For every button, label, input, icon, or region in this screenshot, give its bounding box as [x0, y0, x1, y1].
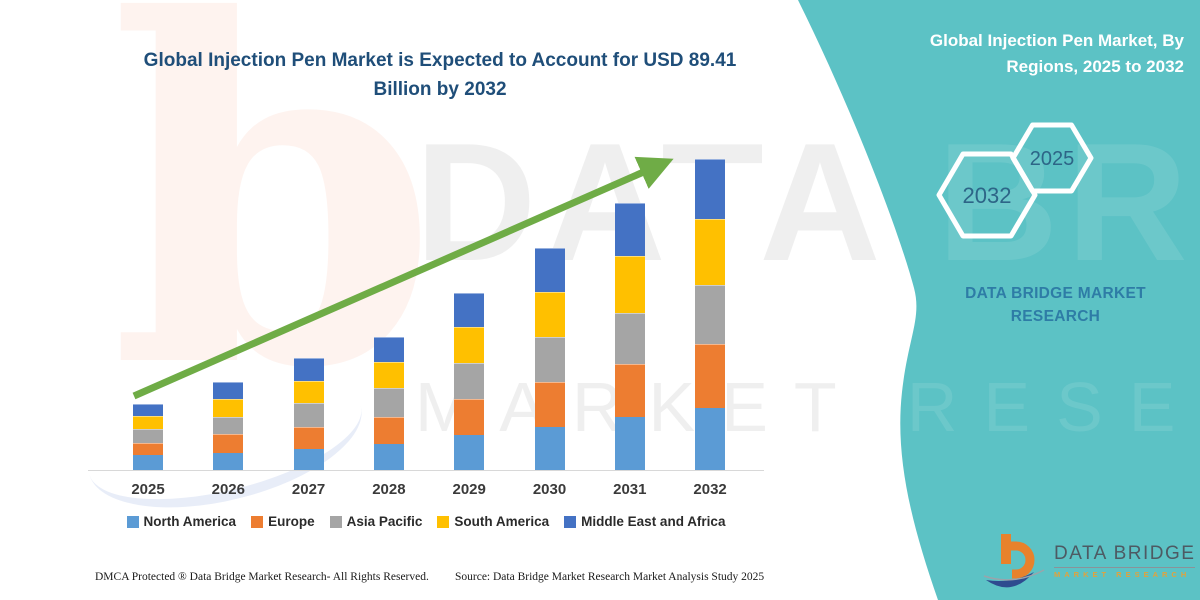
databridge-logo: DATA BRIDGE MARKET RESEARCH — [982, 530, 1196, 592]
footer-dmca-text: DMCA Protected ® Data Bridge Market Rese… — [95, 571, 429, 583]
brand-line-1: DATA BRIDGE MARKET — [965, 285, 1146, 302]
logo-name-text: DATA BRIDGE — [1054, 543, 1196, 568]
brand-line-2: RESEARCH — [1010, 308, 1101, 326]
bar-segment-north-america — [373, 444, 404, 470]
x-axis-label-2027: 2027 — [291, 481, 326, 498]
x-axis-label-2032: 2032 — [693, 481, 727, 498]
chart-legend: North America Europe Asia Pacific South Ame… — [90, 514, 762, 529]
legend-marker-icon — [126, 515, 139, 528]
bar-segment-north-america — [133, 455, 163, 470]
bar-segment-asia-pacific — [293, 403, 324, 427]
legend-marker-icon — [329, 515, 342, 528]
bar-segment-asia-pacific — [133, 429, 163, 443]
bar-segment-asia-pacific — [695, 285, 726, 344]
right-panel-title: Global Injection Pen Market, By Regions,… — [929, 31, 1184, 76]
legend-item-south-america: South America — [437, 514, 549, 529]
bar-segment-europe — [373, 417, 404, 444]
bar-segment-north-america — [454, 435, 485, 470]
chart-title: Global Injection Pen Market is Expected … — [143, 50, 737, 101]
bar-segment-south-america — [213, 399, 244, 417]
bar-segment-asia-pacific — [213, 417, 244, 434]
bar-segment-europe — [695, 344, 726, 408]
legend-label: South America — [454, 514, 550, 529]
legend-item-middle-east-and-africa: Middle East and Africa — [564, 514, 725, 529]
bar-segment-south-america — [695, 219, 726, 285]
legend-marker-icon — [564, 515, 577, 528]
bar-segment-north-america — [534, 427, 565, 470]
x-axis-label-2031: 2031 — [613, 481, 647, 498]
hexagon-2032-label: 2032 — [963, 183, 1012, 208]
stacked-bar-2025 — [133, 404, 163, 470]
legend-item-europe: Europe — [251, 514, 315, 529]
bar-segment-middle-east-and-africa — [695, 159, 726, 219]
legend-label: Asia Pacific — [346, 514, 423, 529]
bar-segment-south-america — [133, 416, 163, 429]
hexagon-2025-label: 2025 — [1030, 148, 1075, 170]
bar-segment-europe — [213, 434, 244, 453]
stacked-bar-2032 — [695, 159, 726, 470]
legend-marker-icon — [437, 515, 450, 528]
bar-segment-north-america — [293, 449, 324, 470]
year-hexagons: 2032 2025 — [936, 122, 1094, 239]
x-axis-line — [88, 470, 764, 471]
x-axis-label-2025: 2025 — [131, 481, 165, 498]
bar-segment-middle-east-and-africa — [133, 404, 163, 416]
bar-segment-europe — [293, 427, 324, 449]
databridge-logo-mark — [983, 534, 1045, 588]
legend-item-asia-pacific: Asia Pacific — [329, 514, 423, 529]
legend-item-north-america: North America — [126, 514, 237, 529]
bar-segment-europe — [454, 399, 485, 435]
legend-label: Middle East and Africa — [581, 514, 726, 529]
legend-label: North America — [143, 514, 237, 529]
bar-segment-europe — [133, 443, 163, 455]
brand-text-block: DATA BRIDGE MARKET RESEARCH — [938, 282, 1173, 329]
logo-sub-text: MARKET RESEARCH — [1054, 570, 1191, 579]
bar-segment-north-america — [213, 453, 244, 470]
x-axis-label-2030: 2030 — [532, 481, 567, 498]
bar-segment-north-america — [695, 408, 726, 470]
x-axis-label-2028: 2028 — [372, 481, 406, 498]
x-axis-label-2029: 2029 — [452, 481, 486, 498]
legend-marker-icon — [251, 515, 264, 528]
legend-label: Europe — [268, 514, 315, 529]
x-axis-label-2026: 2026 — [211, 481, 245, 498]
bar-segment-north-america — [614, 417, 645, 470]
footer-source-text: Source: Data Bridge Market Research Mark… — [455, 571, 765, 583]
